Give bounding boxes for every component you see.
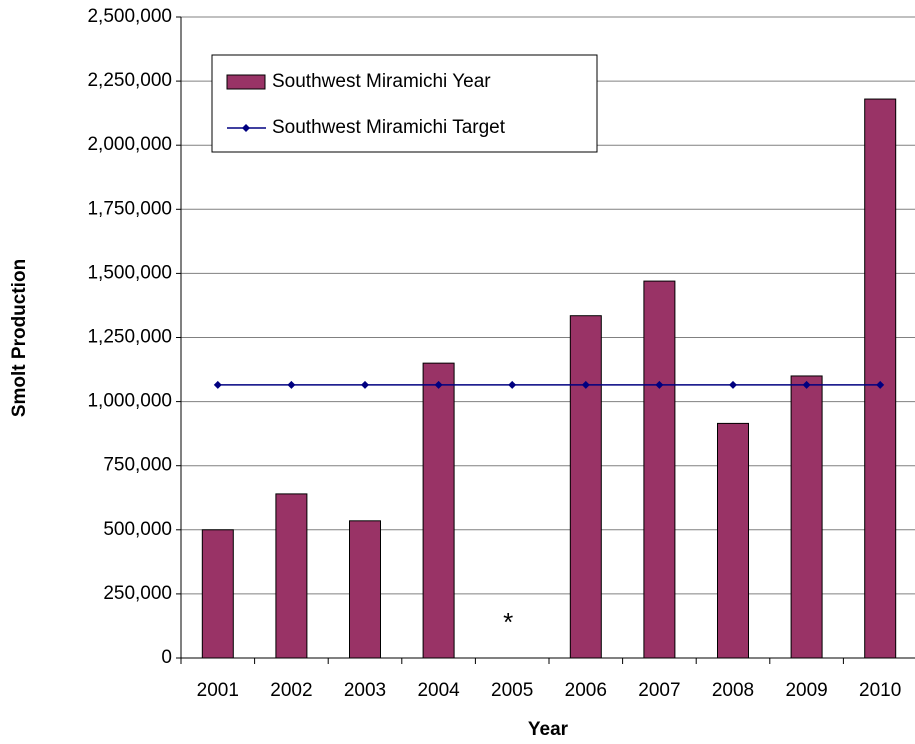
y-tick-label: 1,500,000 [87,262,172,283]
x-tick-label: 2005 [491,680,533,701]
bar [422,362,455,659]
line-marker [802,380,811,389]
y-tick-label: 1,750,000 [87,198,172,219]
line-marker [434,380,443,389]
legend-swatch [226,74,266,90]
y-tick-label: 2,250,000 [87,70,172,91]
legend-label: Southwest Miramichi Year [272,71,491,92]
y-tick-label: 1,000,000 [87,391,172,412]
bar [864,98,897,659]
x-tick-label: 2010 [859,680,901,701]
bar [349,520,381,659]
x-axis-title: Year [528,719,569,740]
x-tick-label: 2007 [638,680,680,701]
annotation: * [503,607,513,637]
x-tick-label: 2001 [197,680,239,701]
legend-swatch-marker [242,124,250,132]
bar [275,493,308,659]
y-tick-label: 2,000,000 [87,134,172,155]
x-tick-label: 2003 [344,680,386,701]
y-axis-title: Smolt Production [9,259,30,417]
x-tick-label: 2006 [565,680,607,701]
bar [643,280,676,659]
bar [717,422,749,659]
bar [201,529,234,659]
legend-box [211,54,598,153]
y-tick-label: 1,250,000 [87,327,172,348]
bar [790,375,823,659]
x-tick-label: 2008 [712,680,754,701]
legend-label: Southwest Miramichi Target [272,117,506,138]
line-marker [729,380,737,389]
y-tick-label: 750,000 [103,455,172,476]
line-marker [213,380,222,389]
y-tick-label: 0 [161,647,172,668]
y-tick-label: 500,000 [103,519,172,540]
x-tick-label: 2004 [417,680,460,701]
line-marker [508,380,517,389]
line-marker [287,380,296,389]
line-marker [361,380,369,389]
line-marker [876,380,885,389]
x-tick-label: 2009 [785,680,827,701]
line-marker [655,380,664,389]
x-tick-label: 2002 [270,680,312,701]
bar [569,315,602,659]
y-tick-label: 250,000 [103,583,172,604]
y-tick-label: 2,500,000 [87,6,172,27]
line-marker [581,380,590,389]
